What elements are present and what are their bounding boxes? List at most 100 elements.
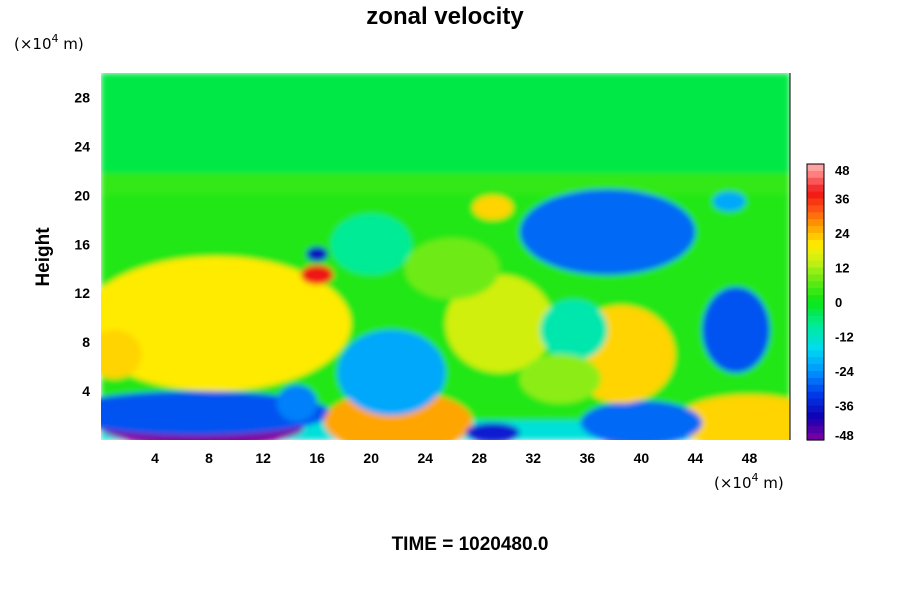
colorbar-segment [807, 198, 824, 206]
colorbar-segment [807, 343, 824, 351]
y-axis-ticks: 4 8 12 16 20 24 28 [74, 89, 90, 399]
colorbar-segment [807, 371, 824, 379]
colorbar-segment [807, 433, 824, 441]
x-tick-label: 28 [471, 450, 487, 466]
colorbar-segment [807, 391, 824, 400]
colorbar-segment [807, 329, 824, 338]
x-tick-label: 20 [363, 450, 379, 466]
colorbar-segment [807, 226, 824, 234]
colorbar-segment [807, 274, 824, 282]
velocity-feature [472, 195, 514, 220]
colorbar-segment [807, 253, 824, 262]
colorbar-segment [807, 398, 824, 407]
chart-title: zonal velocity [366, 3, 524, 30]
colorbar-segment [807, 405, 824, 413]
x-axis-ticks: 4 8 12 16 20 24 28 32 36 40 44 48 [151, 450, 757, 466]
colorbar-segment [807, 357, 824, 365]
colorbar-segment [807, 177, 824, 186]
velocity-feature [445, 274, 554, 373]
velocity-feature [519, 189, 696, 275]
colorbar-tick-label: 0 [835, 295, 842, 310]
colorbar-segment [807, 288, 824, 296]
colorbar-segment [807, 184, 824, 193]
velocity-feature [101, 256, 351, 392]
colorbar-segment [807, 315, 824, 324]
velocity-feature [300, 265, 334, 285]
velocity-feature [465, 422, 520, 440]
colorbar-segment [807, 239, 824, 248]
colorbar-tick-label: 12 [835, 261, 849, 276]
y-unit-prefix: (×10 [14, 35, 52, 53]
y-tick-label: 4 [82, 383, 90, 399]
colorbar-segment [807, 191, 824, 200]
colorbar-tick-label: 36 [835, 192, 849, 207]
colorbar-segment [807, 336, 824, 344]
x-tick-label: 4 [151, 450, 159, 466]
colorbar-segment [807, 377, 824, 386]
y-unit-suffix: m) [59, 35, 84, 53]
velocity-feature [519, 354, 601, 404]
x-tick-label: 40 [634, 450, 650, 466]
colorbar-segment [807, 426, 824, 434]
velocity-feature [276, 384, 318, 422]
colorbar-frame [806, 163, 825, 441]
colorbar-segment [807, 302, 824, 310]
velocity-feature [675, 394, 790, 440]
x-unit-exponent: 4 [752, 471, 759, 484]
y-tick-label: 12 [74, 285, 90, 301]
x-tick-label: 48 [742, 450, 758, 466]
x-unit-suffix: m) [759, 474, 784, 492]
colorbar-segment [807, 281, 824, 289]
x-tick-label: 12 [255, 450, 271, 466]
colorbar-tick-label: -48 [835, 428, 854, 443]
colorbar-segment [807, 233, 824, 241]
y-tick-label: 24 [74, 138, 90, 154]
colorbar-segment [807, 212, 824, 220]
colorbar [806, 163, 825, 441]
colorbar-segment [807, 164, 824, 172]
colorbar-tick-label: 24 [835, 226, 850, 241]
velocity-feature [306, 246, 328, 262]
velocity-feature [337, 329, 446, 416]
velocity-feature [101, 391, 331, 436]
velocity-feature [330, 213, 412, 275]
velocity-feature [712, 191, 746, 212]
y-axis-unit-label: (×104 m) [14, 32, 84, 53]
colorbar-segment [807, 260, 824, 269]
colorbar-segment [807, 219, 824, 227]
colorbar-tick-label: -12 [835, 330, 854, 345]
colorbar-segment [807, 205, 824, 213]
y-axis-label: Height [33, 227, 54, 287]
tropopause-band [101, 173, 790, 196]
colorbar-tick-label: 48 [835, 163, 849, 178]
x-tick-label: 44 [688, 450, 704, 466]
colorbar-segment [807, 246, 824, 255]
y-unit-exponent: 4 [52, 32, 59, 45]
velocity-feature [101, 329, 142, 379]
velocity-feature [540, 299, 608, 361]
x-tick-label: 8 [205, 450, 213, 466]
colorbar-tick-label: -24 [835, 364, 855, 379]
velocity-feature [702, 287, 770, 373]
y-tick-label: 8 [82, 334, 90, 350]
x-unit-prefix: (×10 [714, 474, 752, 492]
colorbar-ticks: 48 36 24 12 0 -12 -24 -36 -48 [835, 163, 855, 443]
y-tick-label: 16 [74, 236, 90, 252]
colorbar-segment [807, 322, 824, 331]
colorbar-segment [807, 350, 824, 358]
x-axis-unit-label: (×104 m) [714, 471, 784, 492]
x-tick-label: 36 [580, 450, 596, 466]
colorbar-segment [807, 364, 824, 372]
colorbar-tick-label: -36 [835, 399, 854, 414]
colorbar-segment [807, 419, 824, 427]
colorbar-segment [807, 384, 824, 393]
time-label: TIME = 1020480.0 [392, 534, 549, 555]
colorbar-segment [807, 267, 824, 275]
plot-area [101, 73, 790, 440]
x-tick-label: 32 [526, 450, 542, 466]
colorbar-segment [807, 412, 824, 420]
x-tick-label: 16 [309, 450, 325, 466]
y-tick-label: 28 [74, 89, 90, 105]
velocity-feature [580, 400, 703, 440]
